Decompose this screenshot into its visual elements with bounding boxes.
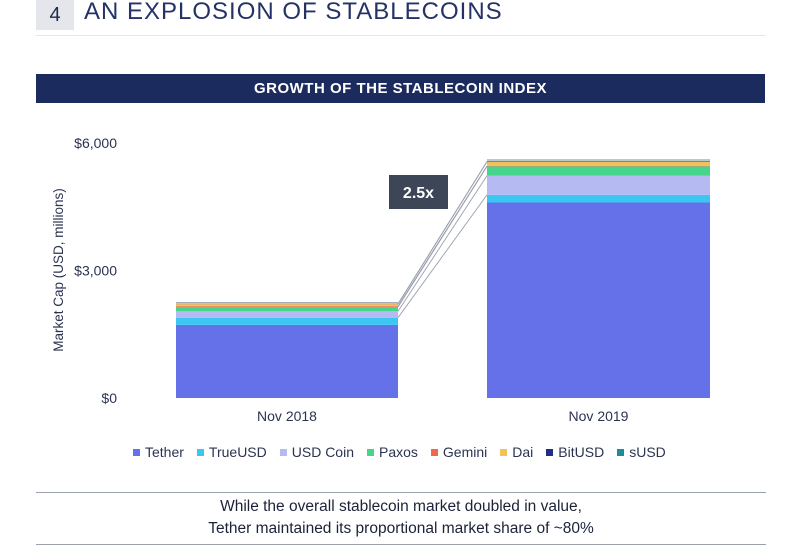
- legend-item-susd: sUSD: [617, 444, 666, 460]
- x-tick-label: Nov 2018: [257, 408, 317, 424]
- legend-label: Tether: [145, 444, 184, 460]
- legend-label: BitUSD: [558, 444, 605, 460]
- legend-item-bitusd: BitUSD: [546, 444, 604, 460]
- legend-swatch: [367, 448, 374, 456]
- y-axis-label: Market Cap (USD, millions): [51, 188, 66, 352]
- connector-line: [397, 175, 488, 312]
- legend-item-usd-coin: USD Coin: [279, 444, 354, 460]
- bar-segment-paxos: [487, 166, 710, 176]
- footnote-line-2: Tether maintained its proportional marke…: [208, 520, 594, 537]
- x-axis-ticks: Nov 2018 Nov 2019: [257, 408, 629, 424]
- callout-box: [389, 175, 448, 209]
- callout-label: 2.5x: [403, 185, 434, 202]
- bar-segment-susd: [487, 160, 710, 162]
- connector-line: [397, 161, 488, 305]
- legend-label: USD Coin: [291, 444, 354, 460]
- legend-swatch: [617, 448, 625, 456]
- title-divider: [36, 35, 766, 36]
- stacked-bar-chart: $0 $3,000 $6,000 Nov 2018 Nov 2019 Market C…: [51, 135, 710, 424]
- legend-swatch: [279, 448, 287, 456]
- bar-segment-trueusd: [176, 317, 398, 325]
- bar-segment-dai: [176, 304, 398, 307]
- legend-item-dai: Dai: [500, 444, 533, 460]
- y-tick-label: $3,000: [74, 263, 117, 279]
- y-tick-label: $0: [101, 390, 117, 406]
- bar-segment-paxos: [176, 307, 398, 312]
- footnote-divider-top: [36, 492, 766, 493]
- y-tick-label: $6,000: [74, 135, 117, 151]
- y-axis-ticks: $0 $3,000 $6,000: [74, 135, 117, 406]
- x-tick-label: Nov 2019: [569, 408, 629, 424]
- legend-swatch: [133, 448, 140, 456]
- growth-connectors: [176, 159, 710, 318]
- connector-line: [397, 194, 488, 318]
- chart-legend: Tether TrueUSD USD Coin Paxos Gemini Dai BitUS…: [133, 444, 666, 460]
- bar-segment-tether: [176, 324, 398, 398]
- chart-title-banner: GROWTH OF THE STABLECOIN INDEX: [36, 74, 765, 103]
- page-title: AN EXPLOSION OF STABLECOINS: [84, 0, 503, 25]
- bar-segment-dai: [487, 161, 710, 166]
- legend-label: Paxos: [379, 444, 418, 460]
- bar-segment-usd-coin: [176, 311, 398, 318]
- legend-item-gemini: Gemini: [430, 444, 488, 460]
- bar-stacks: [176, 160, 710, 398]
- footnote-line-1: While the overall stablecoin market doub…: [220, 498, 582, 515]
- legend-item-tether: Tether: [133, 444, 184, 460]
- legend-swatch: [196, 448, 204, 456]
- legend-label: sUSD: [629, 444, 666, 460]
- bar-segment-usd-coin: [487, 175, 710, 195]
- section-number: 4: [36, 0, 74, 30]
- legend-swatch: [500, 448, 508, 456]
- bar-segment-tether: [487, 202, 710, 398]
- bar-segment-trueusd: [487, 194, 710, 203]
- growth-callout: 2.5x: [389, 175, 448, 209]
- connector-line: [397, 165, 488, 307]
- legend-label: Dai: [512, 444, 534, 460]
- legend-swatch: [546, 448, 554, 456]
- legend-label: Gemini: [442, 444, 488, 460]
- footnote: While the overall stablecoin market doub…: [36, 496, 766, 540]
- legend-item-paxos: Paxos: [367, 444, 418, 460]
- legend-item-trueusd: TrueUSD: [196, 444, 267, 460]
- bar-segment-gemini: [176, 306, 398, 308]
- legend-label: TrueUSD: [208, 444, 267, 460]
- legend-swatch: [430, 448, 438, 456]
